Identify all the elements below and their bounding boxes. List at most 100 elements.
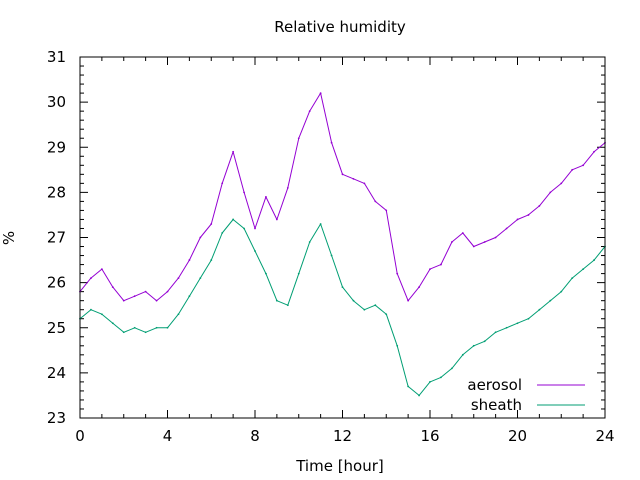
data-point-sheath [549,299,552,302]
x-tick-label: 20 [508,427,527,445]
data-point-aerosol [210,223,213,225]
data-point-aerosol [494,236,497,239]
data-point-aerosol [396,272,399,275]
data-point-aerosol [385,209,388,212]
data-point-aerosol [243,191,245,194]
data-point-sheath [396,344,399,347]
y-tick-label: 29 [47,138,66,156]
data-point-aerosol [122,299,125,302]
data-point-aerosol [221,182,224,185]
data-point-sheath [188,295,191,298]
data-point-aerosol [275,218,278,221]
data-point-aerosol [538,205,541,207]
data-point-aerosol [319,92,322,94]
data-point-sheath [440,376,442,379]
data-point-aerosol [549,191,552,194]
y-tick-label: 26 [47,274,66,292]
data-point-sheath [133,326,136,329]
series-line-sheath [79,219,606,396]
data-point-sheath [330,254,333,257]
legend-label-sheath: sheath [471,396,522,414]
series-lines [79,92,606,397]
x-axis-label: Time [hour] [295,457,384,475]
data-point-sheath [560,290,563,293]
data-point-sheath [494,331,497,334]
data-point-sheath [254,250,256,252]
data-point-aerosol [505,227,508,230]
legend-label-aerosol: aerosol [467,376,522,394]
data-point-aerosol [352,177,355,180]
data-point-aerosol [232,150,235,153]
y-tick-label: 31 [47,48,66,66]
data-point-sheath [111,322,114,325]
data-point-aerosol [516,218,519,221]
y-tick-label: 23 [47,409,66,427]
x-tick-label: 24 [595,427,614,445]
data-point-sheath [363,308,366,311]
data-point-aerosol [90,277,92,280]
data-point-aerosol [483,241,486,243]
x-tick-label: 4 [163,427,173,445]
y-axis-label: % [0,231,18,245]
data-point-sheath [593,259,595,261]
y-tick-label: 24 [47,364,66,382]
data-point-aerosol [177,277,180,280]
data-point-sheath [483,340,486,343]
data-point-aerosol [341,173,344,176]
data-point-sheath [199,277,202,280]
x-tick-label: 8 [250,427,260,445]
y-tick-label: 28 [47,183,66,201]
data-point-aerosol [144,290,147,293]
data-point-sheath [144,331,147,334]
data-point-sheath [177,313,180,316]
data-point-sheath [516,322,519,325]
x-tick-label: 0 [75,427,85,445]
data-point-aerosol [472,245,475,248]
data-point-aerosol [111,286,114,289]
x-tick-label: 16 [420,427,439,445]
data-point-sheath [286,304,289,307]
data-point-sheath [297,272,300,275]
data-point-sheath [275,299,278,302]
data-point-sheath [505,326,508,329]
plot-frame [79,56,606,419]
data-point-sheath [166,326,169,329]
data-point-sheath [122,331,125,334]
y-tick-label: 27 [47,229,66,247]
data-point-aerosol [330,141,333,144]
data-point-sheath [155,326,158,329]
data-point-sheath [319,223,322,225]
data-point-aerosol [407,299,410,302]
tick-marks: 0 4 8 12 16 20 24 23 24 25 26 27 28 29 30 31 [47,48,615,445]
y-tick-label: 25 [47,319,66,337]
data-point-sheath [418,394,420,397]
data-point-aerosol [461,232,464,234]
data-point-aerosol [254,227,256,230]
data-point-aerosol [571,168,574,171]
data-point-aerosol [374,200,377,203]
data-point-aerosol [155,299,158,302]
legend: aerosol sheath [467,376,585,414]
data-point-sheath [308,241,311,243]
data-point-sheath [352,299,355,302]
data-point-sheath [90,308,92,311]
data-point-aerosol [100,268,103,270]
data-point-sheath [100,313,103,316]
data-point-sheath [429,381,431,383]
data-point-aerosol [560,182,563,185]
data-point-aerosol [308,110,311,113]
data-point-sheath [472,344,475,347]
data-point-aerosol [527,214,530,216]
data-point-sheath [341,286,344,289]
data-point-sheath [385,313,388,316]
data-point-sheath [461,353,464,356]
data-point-aerosol [133,295,136,298]
data-point-aerosol [429,268,431,270]
data-point-aerosol [363,182,366,185]
data-point-aerosol [297,137,300,140]
data-point-sheath [232,218,235,221]
data-point-sheath [265,272,267,275]
data-point-sheath [243,227,245,230]
data-point-aerosol [418,286,420,289]
